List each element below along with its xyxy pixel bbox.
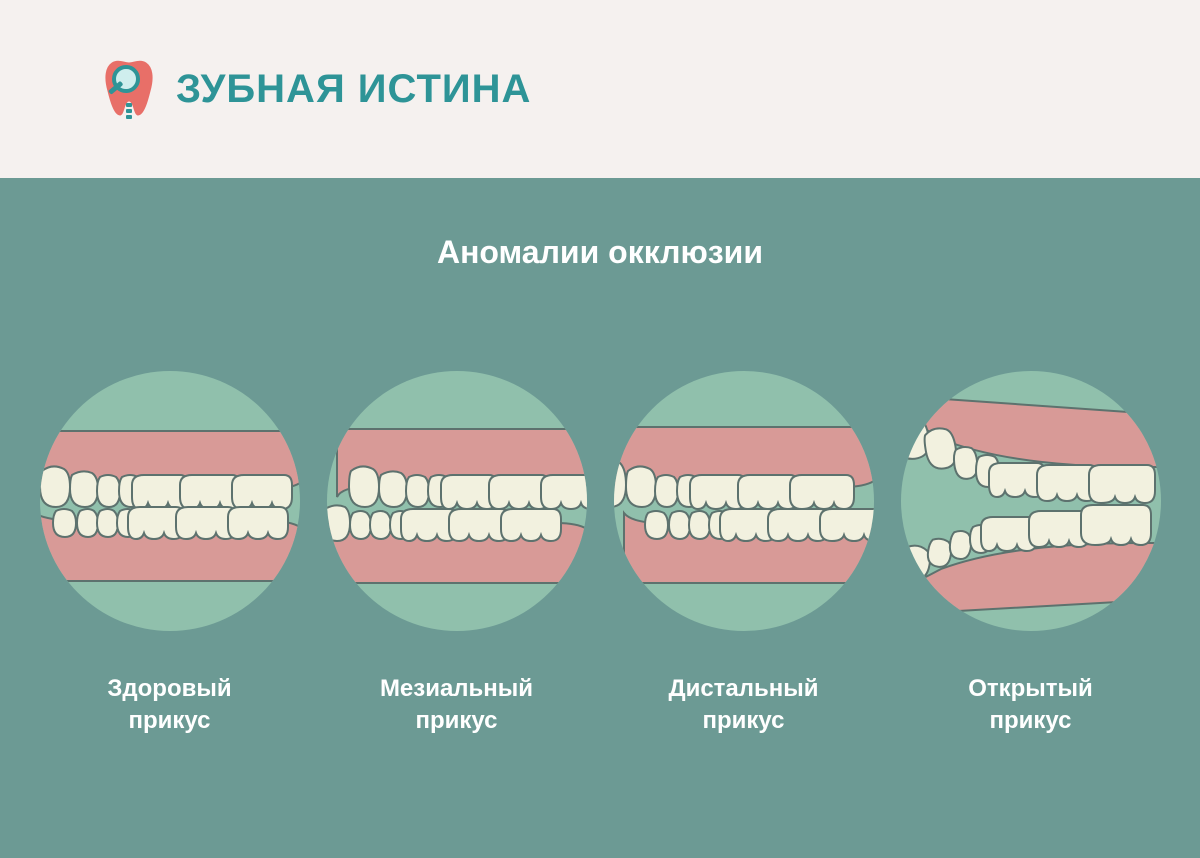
bite-diagram-distal [614, 371, 874, 631]
logo: ЗУБНАЯ ИСТИНА [100, 57, 531, 121]
bite-label: Открытый прикус [968, 673, 1093, 738]
tooth-logo-icon [100, 57, 158, 121]
bite-diagram-normal [40, 371, 300, 631]
bite-label: Здоровый прикус [107, 673, 231, 738]
bite-item-mesial: Мезиальный прикус [317, 371, 597, 738]
bite-diagram-mesial [327, 371, 587, 631]
bite-label: Мезиальный прикус [380, 673, 533, 738]
header: ЗУБНАЯ ИСТИНА [0, 0, 1200, 178]
bite-item-normal: Здоровый прикус [30, 371, 310, 738]
main-panel: Аномалии окклюзии [0, 178, 1200, 858]
bite-label: Дистальный прикус [668, 673, 818, 738]
bite-items: Здоровый прикус [0, 371, 1200, 738]
bite-item-open: Открытый прикус [891, 371, 1171, 738]
bite-diagram-open [901, 371, 1161, 631]
page-title: Аномалии окклюзии [0, 234, 1200, 271]
logo-text: ЗУБНАЯ ИСТИНА [176, 67, 531, 112]
bite-item-distal: Дистальный прикус [604, 371, 884, 738]
